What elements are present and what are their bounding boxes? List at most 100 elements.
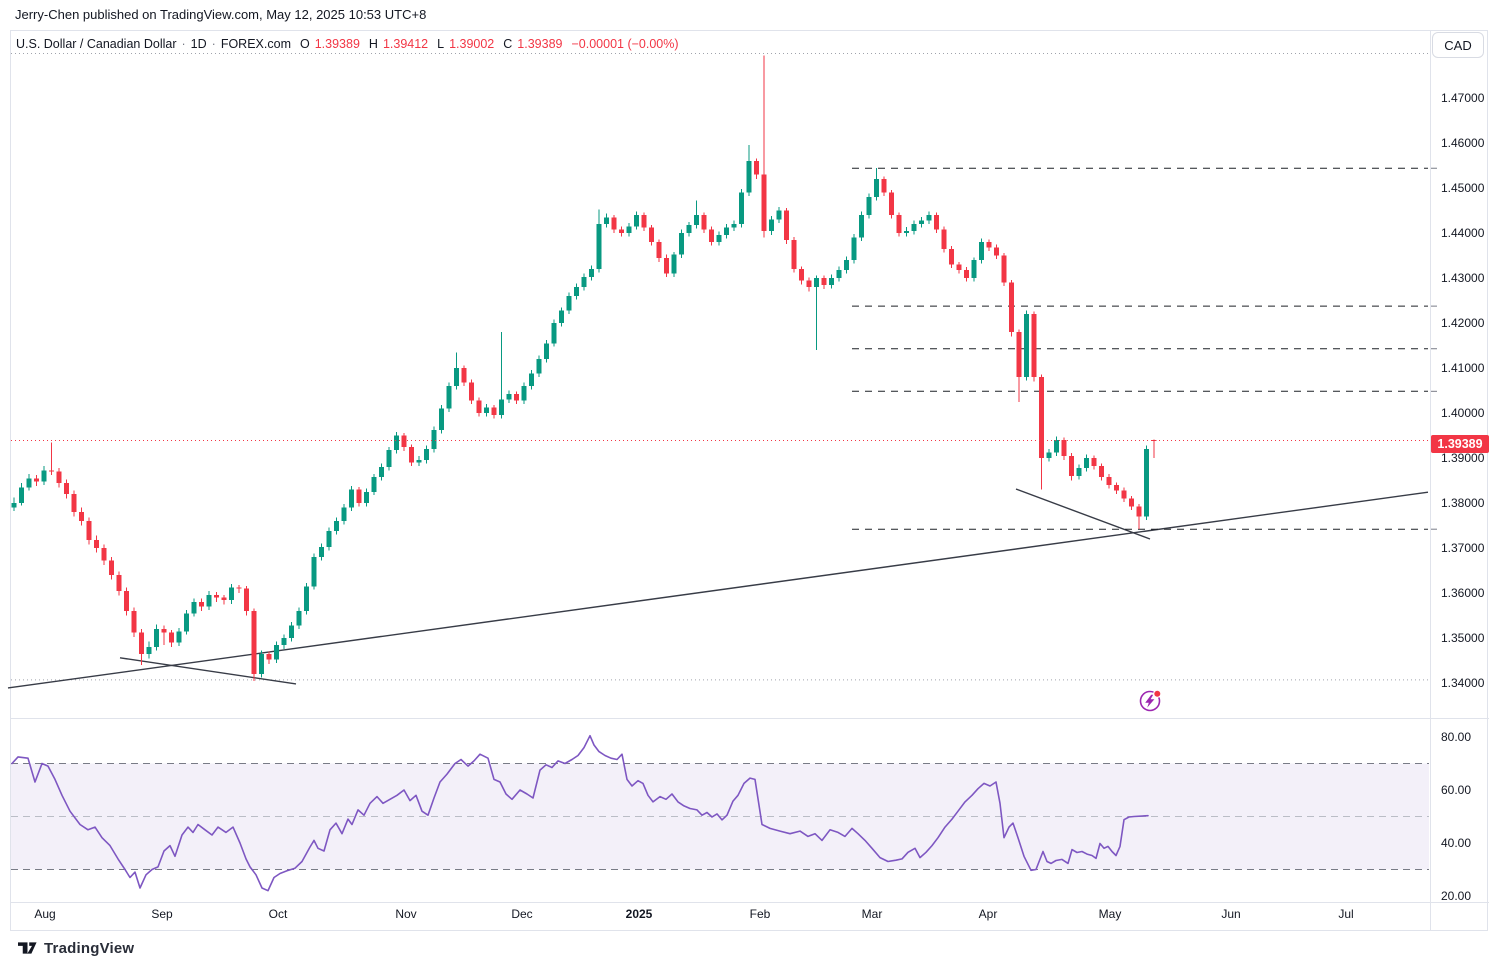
candle-body	[994, 247, 999, 256]
candle-body	[229, 587, 234, 601]
candle-body	[664, 257, 669, 274]
candle-body	[581, 277, 587, 287]
candle-body	[791, 239, 797, 269]
candle-body	[401, 435, 407, 448]
candle-body	[214, 594, 219, 598]
candle-body	[949, 248, 954, 265]
candle-body	[274, 645, 279, 660]
candle-body	[739, 192, 744, 224]
candle-body	[446, 386, 452, 409]
candle-body	[19, 487, 24, 503]
candle-body	[379, 467, 384, 477]
candle-body	[146, 647, 152, 654]
candle-body	[566, 296, 572, 311]
candle-body	[626, 226, 632, 233]
candle-body	[514, 394, 519, 401]
candle-body	[371, 476, 377, 492]
time-tick-label: May	[1098, 907, 1122, 921]
candle-body	[439, 408, 444, 431]
candle-body	[596, 224, 602, 269]
candle-body	[1054, 440, 1059, 453]
candle-body	[64, 482, 69, 494]
price-tick-label: 1.42000	[1441, 316, 1485, 330]
price-tick-label: 1.34000	[1441, 676, 1485, 690]
candle-body	[184, 613, 189, 632]
trendline	[119, 657, 297, 685]
candle-body	[1121, 490, 1127, 499]
candle-body	[656, 242, 662, 258]
candle-body	[1069, 455, 1074, 476]
chart-title-row: U.S. Dollar / Canadian Dollar · 1D · FOR…	[16, 37, 679, 51]
candle-body	[101, 548, 107, 561]
candle-body	[889, 192, 894, 215]
time-tick-label: Sep	[151, 907, 173, 921]
price-tick-label: 1.36000	[1441, 586, 1485, 600]
open-label: O	[299, 37, 310, 51]
title-separator: ·	[211, 37, 216, 51]
time-tick-label: 2025	[625, 907, 653, 921]
price-tick-label: 1.47000	[1441, 91, 1485, 105]
attribution-text: Jerry-Chen published on TradingView.com,…	[15, 7, 427, 22]
candle-body	[731, 224, 737, 228]
candle-body	[1106, 476, 1112, 485]
candle-body	[709, 229, 714, 242]
candle-body	[334, 521, 339, 531]
candle-body	[311, 557, 317, 587]
candle-body	[1136, 506, 1142, 517]
candle-body	[896, 215, 902, 233]
candle-body	[71, 494, 77, 512]
time-tick-label: Mar	[861, 907, 883, 921]
candle-body	[56, 471, 62, 483]
candles-group	[11, 55, 1157, 681]
candle-body	[409, 447, 414, 463]
candle-body	[1016, 332, 1022, 377]
candle-body	[49, 470, 54, 472]
candle-body	[754, 161, 759, 175]
rsi-tick-label: 80.00	[1441, 730, 1472, 744]
candle-body	[109, 560, 114, 575]
interval-label: 1D	[190, 37, 207, 51]
candle-body	[259, 653, 264, 674]
time-tick-label: Apr	[978, 907, 998, 921]
currency-button[interactable]: CAD	[1432, 32, 1484, 58]
brand-text[interactable]: TradingView	[44, 939, 135, 957]
candle-body	[964, 269, 969, 278]
candle-body	[844, 260, 849, 270]
candle-body	[806, 280, 812, 287]
candle-body	[529, 373, 534, 386]
candle-body	[589, 269, 594, 278]
candle-body	[881, 179, 887, 193]
candle-body	[304, 586, 309, 611]
candle-body	[941, 229, 947, 249]
candle-body	[341, 507, 347, 521]
candle-body	[424, 449, 429, 460]
candle-body	[574, 287, 579, 296]
time-tick-label: Nov	[395, 907, 417, 921]
candle-body	[694, 215, 699, 225]
footer: TradingView	[18, 936, 134, 960]
candle-body	[11, 503, 17, 508]
chart-container	[10, 30, 1488, 931]
candle-body	[79, 512, 84, 521]
flash-icon[interactable]	[1136, 687, 1164, 715]
candle-body	[169, 632, 174, 643]
low-label: L	[437, 37, 445, 51]
candle-body	[506, 394, 512, 400]
candle-body	[251, 611, 257, 674]
tradingview-logo-icon[interactable]	[18, 941, 37, 955]
price-tick-label: 1.41000	[1441, 361, 1485, 375]
candle-body	[701, 215, 707, 230]
candle-body	[244, 588, 249, 611]
candle-body	[349, 489, 354, 508]
candle-body	[386, 449, 392, 467]
candle-body	[1099, 466, 1104, 477]
candle-body	[236, 587, 242, 589]
candle-body	[469, 382, 474, 401]
candle-body	[604, 217, 609, 224]
candle-body	[319, 547, 324, 557]
candle-body	[476, 400, 482, 413]
candle-body	[904, 230, 909, 233]
price-tick-label: 1.40000	[1441, 406, 1485, 420]
candle-body	[641, 215, 647, 228]
